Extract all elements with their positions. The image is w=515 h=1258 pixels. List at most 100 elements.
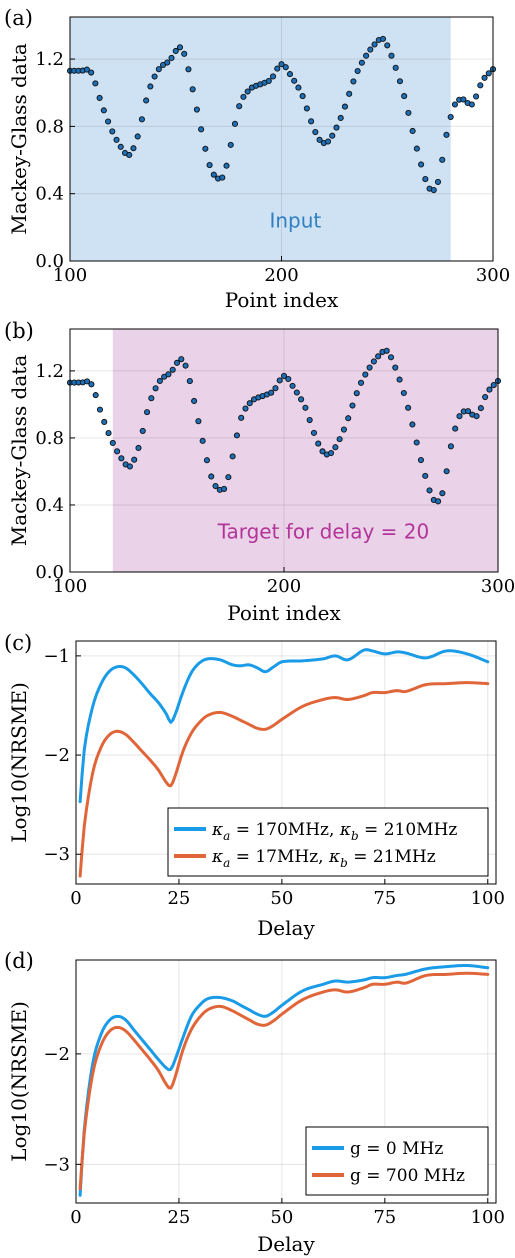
data-point	[178, 356, 185, 363]
data-point	[405, 404, 412, 411]
data-point	[172, 47, 179, 55]
data-point	[435, 498, 442, 505]
data-point	[173, 359, 181, 366]
data-point	[383, 347, 390, 354]
chart-panel-4: 0 25 50 75 100 −3 −2 Delay Log10(NRSME) (d) g = 0 …	[4, 949, 505, 1256]
data-point	[221, 485, 228, 492]
data-point	[486, 386, 493, 393]
data-point	[422, 176, 429, 183]
x-tick-label: 200	[267, 576, 301, 597]
data-point	[139, 427, 146, 434]
data-point	[308, 118, 315, 125]
data-point	[299, 93, 306, 100]
data-point	[109, 128, 116, 135]
legend-entry-2: κa = 17MHz, κb = 21MHz	[211, 847, 436, 870]
data-point	[477, 405, 484, 412]
data-point	[182, 362, 189, 369]
data-point	[185, 66, 192, 73]
y-tick-label: 0.0	[35, 562, 64, 583]
legend-symbol: κ	[339, 820, 351, 840]
data-point	[310, 429, 318, 436]
chart-panel-1: Input 100 200 300 0.0 0.4 0.8 1.2 Point index Mac…	[4, 6, 510, 312]
data-point	[131, 456, 138, 463]
legend-subscript: a	[223, 829, 230, 843]
panel-label: (a)	[4, 6, 33, 30]
data-point	[392, 64, 399, 71]
data-point	[210, 171, 217, 178]
data-point	[269, 73, 277, 80]
data-point	[392, 364, 399, 371]
data-point	[413, 145, 420, 152]
data-point	[88, 69, 95, 76]
data-point	[117, 143, 124, 150]
plot-frame	[75, 640, 497, 885]
data-point	[134, 133, 141, 140]
data-point	[340, 426, 347, 433]
data-point	[88, 381, 95, 388]
data-point	[96, 94, 103, 101]
data-point	[181, 50, 188, 57]
data-point	[169, 366, 176, 373]
data-point	[370, 358, 377, 365]
legend-symbol: κ	[211, 820, 223, 840]
x-tick-label: 300	[481, 576, 515, 597]
y-tick-label: −3	[43, 844, 70, 865]
data-point	[285, 375, 292, 383]
y-axis-label: Log10(NRSME)	[7, 682, 31, 843]
data-point	[83, 66, 90, 73]
data-point	[193, 106, 200, 113]
data-point	[151, 73, 158, 80]
data-point	[366, 364, 373, 371]
data-point	[443, 468, 450, 475]
y-tick-label: 0.8	[35, 428, 64, 449]
data-point	[105, 430, 112, 437]
x-tick-label: 50	[270, 888, 293, 909]
data-point	[92, 392, 99, 399]
data-point	[219, 174, 226, 181]
legend: g = 0 MHz g = 700 MHz	[305, 1126, 489, 1196]
x-tick-label: 75	[373, 1207, 396, 1228]
x-tick-label: 0	[70, 1207, 81, 1228]
y-axis-label: Mackey-Glass data	[7, 43, 31, 235]
data-point	[329, 132, 336, 139]
data-point	[202, 145, 209, 152]
data-point	[405, 109, 412, 116]
panel-label: (c)	[4, 631, 32, 655]
data-point	[168, 54, 175, 62]
data-point	[417, 457, 425, 464]
plot-frame	[75, 959, 497, 1204]
y-tick-label: 0.4	[35, 495, 64, 516]
data-point	[379, 35, 387, 42]
data-point	[206, 162, 213, 169]
region-label: Input	[269, 208, 321, 232]
data-point	[233, 432, 240, 439]
y-tick-label: −2	[43, 1044, 70, 1065]
data-point	[130, 145, 137, 152]
data-point	[274, 65, 281, 72]
data-point	[367, 46, 374, 53]
data-point	[244, 88, 251, 95]
data-point	[312, 129, 319, 136]
data-point	[349, 402, 356, 409]
data-point	[315, 440, 322, 447]
data-point	[198, 126, 205, 133]
data-point	[84, 378, 91, 385]
data-point	[240, 93, 247, 100]
data-point	[401, 93, 408, 100]
data-point	[328, 449, 335, 457]
y-tick-label: 1.2	[35, 49, 64, 70]
x-tick-label: 0	[70, 888, 81, 909]
data-point	[113, 136, 120, 143]
data-point	[114, 448, 121, 455]
data-point	[396, 78, 403, 85]
legend-subscript: b	[351, 829, 359, 843]
data-point	[418, 161, 425, 168]
legend-symbol: κ	[328, 847, 340, 867]
series-line-1	[78, 963, 490, 1197]
data-point	[358, 59, 365, 66]
data-point	[298, 396, 305, 403]
data-point	[464, 408, 472, 415]
legend-subscript: b	[340, 856, 348, 870]
data-point	[477, 82, 484, 89]
